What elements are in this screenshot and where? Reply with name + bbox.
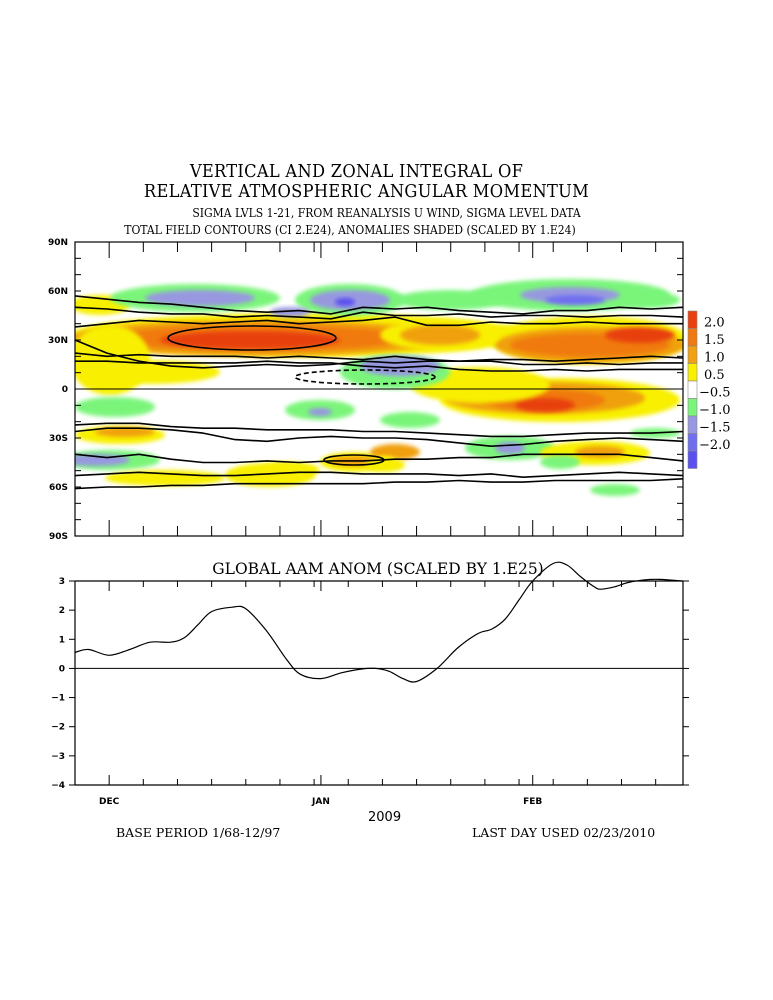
legend-label: 1.0 [704,351,725,366]
base-period-label: BASE PERIOD 1/68-12/97 [116,825,281,840]
anomaly-patch [545,295,605,305]
contour-line [75,453,683,464]
legend-swatch [687,345,698,364]
contour-line [75,471,683,478]
contour-line [75,478,683,490]
anomaly-patch [590,484,640,496]
total-field-contours [75,295,683,490]
contour-line [75,339,683,369]
anomaly-patch [605,327,675,343]
contour-line [75,422,683,438]
anomaly-patch [495,442,525,454]
anomaly-patch [160,331,340,349]
contour-line [75,427,683,447]
legend-swatch [687,380,698,399]
line-y-tick-label: 3 [59,577,65,587]
line-y-tick-label: 1 [59,635,65,645]
contour-closed [323,454,385,466]
anomaly-patch [145,290,255,306]
anomaly-patch [365,458,405,472]
title-line-2: RELATIVE ATMOSPHERIC ANGULAR MOMENTUM [143,182,590,202]
line-chart-axes: 3 2 1 0 −1 −2 −3 −4 DEC JAN FEB [51,577,689,807]
contour-line [75,306,683,320]
anomaly-patch [75,325,150,395]
line-y-tick-label: 2 [59,606,65,616]
anomaly-patch [395,290,505,310]
anomaly-patch [270,307,310,317]
line-y-tick-label: 0 [59,664,65,674]
anomaly-patch [308,408,332,416]
legend-swatch [687,363,698,382]
anomaly-patch [80,360,220,384]
anomaly-patch [95,427,155,437]
anomaly-patch [620,292,680,308]
legend-swatch [687,433,698,452]
anomaly-patch [335,298,355,306]
anomaly-patch [370,444,420,460]
line-chart-series [74,561,684,683]
legend-label: 2.0 [704,316,725,331]
anomaly-patch [515,398,575,412]
legend-label: −2.0 [699,438,731,453]
contour-line [75,316,683,328]
title-line-1: VERTICAL AND ZONAL INTEGRAL OF [189,162,524,182]
legend-label: −0.5 [699,386,731,401]
contour-negative-dashed [294,369,436,385]
line-y-tick-label: −3 [51,752,65,762]
contour-line [75,295,683,315]
line-y-tick-label: −2 [51,723,65,733]
legend-swatch [687,398,698,417]
anomaly-patch [75,397,155,417]
anomaly-patch [540,455,580,469]
last-day-label: LAST DAY USED 02/23/2010 [472,825,656,840]
contour-line [75,352,683,362]
map-y-tick-label: 60N [48,287,68,297]
map-y-tick-label: 0 [62,385,68,395]
legend-swatch [687,328,698,347]
title-line-4: TOTAL FIELD CONTOURS (CI 2.E24), ANOMALI… [124,223,576,237]
anomaly-patch [105,470,225,486]
map-y-tick-label: 30N [48,336,68,346]
line-x-tick-label: DEC [99,797,120,807]
anomaly-patch [575,446,625,458]
map-y-tick-label: 90N [48,238,68,248]
legend-label: 0.5 [704,368,725,383]
legend-swatch [687,310,698,329]
line-y-tick-label: −1 [51,694,65,704]
legend-swatch [687,450,698,469]
map-y-tick-label: 30S [49,434,68,444]
year-label: 2009 [368,810,402,825]
line-y-tick-label: −4 [51,781,65,791]
color-legend: 2.0 1.5 1.0 0.5 −0.5 −1.0 −1.5 −2.0 [687,310,731,469]
anomaly-patch [380,412,440,428]
title-line-3: SIGMA LVLS 1-21, FROM REANALYSIS U WIND,… [192,206,581,220]
anomaly-patch [400,325,480,345]
legend-label: 1.5 [704,333,725,348]
contour-line [75,360,683,372]
line-x-tick-label: FEB [523,797,542,807]
map-y-tick-label: 60S [49,483,68,493]
aam-anomaly-line [74,561,684,683]
legend-label: −1.0 [699,403,731,418]
legend-swatch [687,415,698,434]
map-axes: 90N 60N 30N 0 30S 60S 90S [48,238,684,542]
line-chart-title: GLOBAL AAM ANOM (SCALED BY 1.E25) [212,560,543,578]
legend-label: −1.5 [699,421,731,436]
line-x-tick-label: JAN [311,797,330,807]
anomaly-patch [260,462,320,478]
map-y-tick-label: 90S [49,532,68,542]
contour-closed [167,325,337,351]
